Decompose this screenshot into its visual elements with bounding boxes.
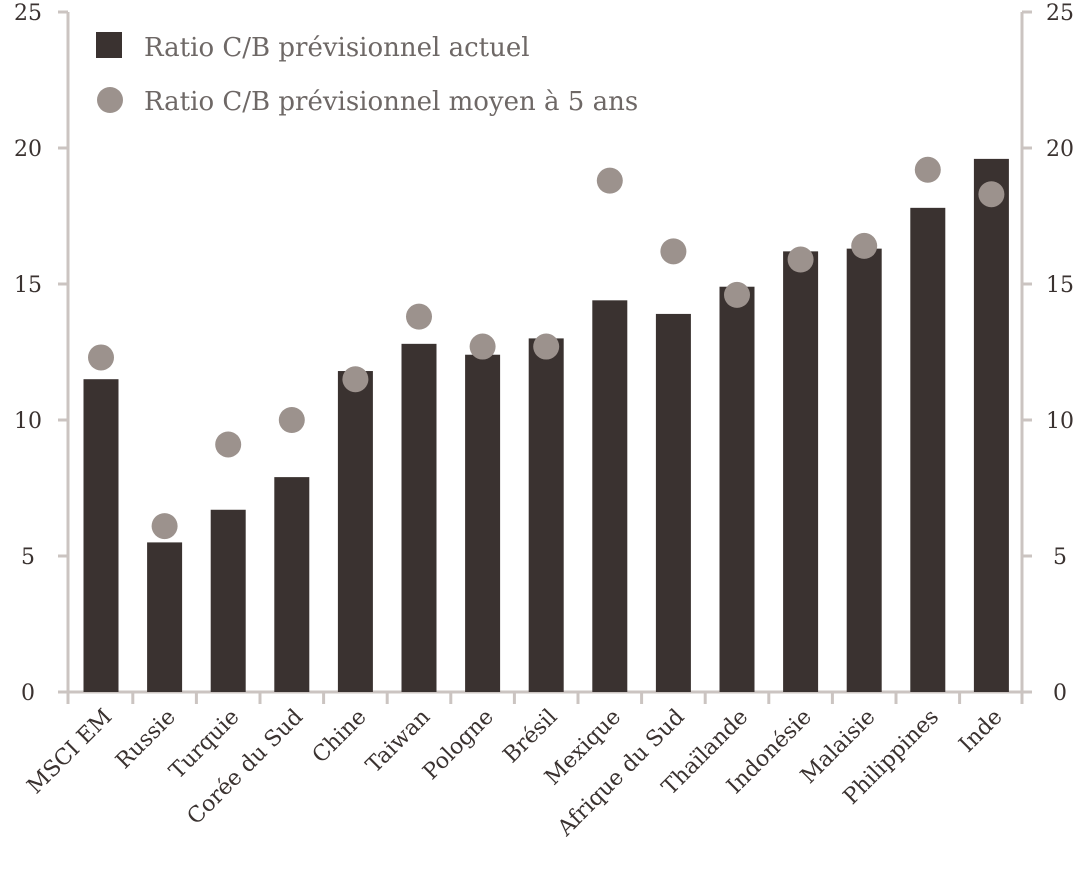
point: [533, 333, 560, 360]
bar: [719, 286, 755, 692]
category-label: Inde: [955, 705, 1008, 758]
point: [596, 167, 623, 194]
y-tick-label-left: 5: [21, 545, 35, 570]
y-tick-label-right: 0: [1053, 681, 1067, 706]
point: [215, 431, 242, 458]
category-label: MSCI EM: [23, 705, 118, 800]
point: [406, 303, 432, 330]
point-series: [88, 156, 1005, 540]
y-tick-label-right: 15: [1046, 273, 1074, 298]
legend-bar-label: Ratio C/B prévisionnel actuel: [144, 33, 530, 63]
bar: [147, 542, 183, 692]
point: [151, 513, 178, 540]
y-tick-label-left: 15: [14, 273, 42, 298]
bar: [210, 509, 246, 692]
bar: [465, 354, 501, 692]
bar: [910, 207, 946, 692]
point: [88, 344, 114, 371]
point: [660, 238, 687, 265]
legend-point-label: Ratio C/B prévisionnel moyen à 5 ans: [144, 87, 638, 117]
y-tick-label-left: 25: [14, 1, 42, 26]
category-label: Corée du Sud: [183, 705, 308, 830]
y-tick-label-left: 0: [21, 681, 35, 706]
y-tick-label-left: 10: [14, 409, 42, 434]
legend: Ratio C/B prévisionnel actuel Ratio C/B …: [96, 32, 638, 117]
bar-series: [83, 158, 1009, 693]
point: [914, 156, 941, 183]
legend-point-swatch: [97, 87, 123, 113]
bar: [274, 477, 310, 692]
bar: [83, 379, 119, 692]
bar: [973, 158, 1009, 692]
point: [724, 281, 750, 308]
point: [978, 181, 1005, 208]
category-label: Pologne: [418, 705, 498, 785]
legend-bar-swatch: [96, 32, 122, 58]
y-tick-label-left: 20: [14, 137, 42, 162]
bar: [337, 371, 373, 692]
bar: [783, 251, 819, 693]
point: [342, 366, 369, 393]
bar: [592, 300, 628, 692]
point: [787, 246, 814, 273]
point: [469, 333, 496, 360]
bar: [401, 343, 437, 692]
y-tick-label-right: 10: [1046, 409, 1074, 434]
point: [278, 407, 305, 433]
point: [851, 232, 878, 259]
bar: [528, 338, 564, 692]
y-tick-label-right: 5: [1053, 545, 1067, 570]
bar: [846, 248, 882, 692]
bar: [655, 313, 691, 692]
y-tick-label-right: 20: [1046, 137, 1074, 162]
y-tick-label-right: 25: [1046, 1, 1074, 26]
